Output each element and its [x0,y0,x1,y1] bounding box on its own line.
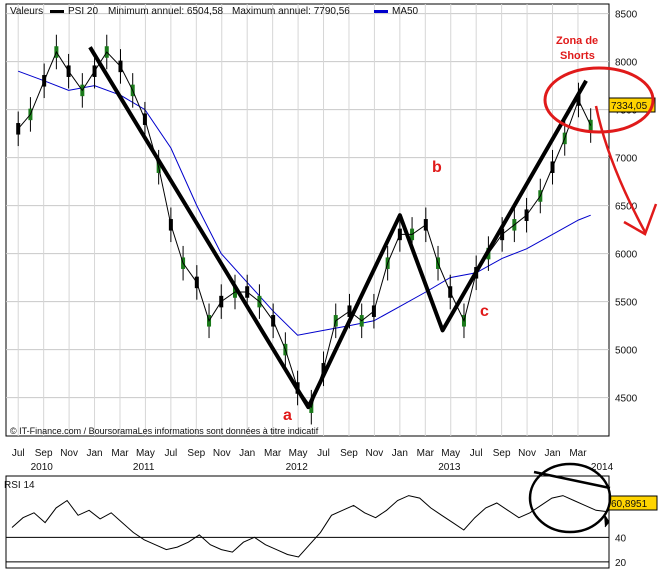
main-grid [6,4,609,436]
y-tick-label: 4500 [615,394,638,405]
series-label: PSI 20 [68,6,98,17]
rsi-plot-frame [5,475,610,569]
x-month-label: Mar [569,448,587,459]
x-month-label: Jul [317,448,330,459]
max-label: Maximum annuel: 7790,56 [232,6,350,17]
x-year-label: 2013 [438,462,461,473]
abc-wave-layer [88,46,588,410]
y-tick-label: 8500 [615,10,638,21]
y-tick-label: 6000 [615,250,638,261]
x-month-label: Jan [239,448,255,459]
rsi-tick-label: 40 [615,533,627,544]
x-year-label: 2012 [286,462,309,473]
last-value-text: 7334,05 [611,101,648,112]
zona-ellipse [543,66,655,134]
x-month-label: Nov [366,448,384,459]
x-month-label: Mar [417,448,435,459]
down-arrow-shaft [594,105,647,233]
x-month-label: Jan [86,448,102,459]
x-month-label: Jul [12,448,25,459]
abc-wave-line [88,46,588,410]
x-month-label: May [289,448,308,459]
wave-label-c: c [480,303,489,320]
rsi-trendline [533,470,611,490]
rsi-arrow-icon [603,513,610,528]
ma-label: MA50 [392,6,419,17]
rsi-layer [11,495,608,558]
x-year-label: 2014 [591,462,614,473]
zona-label-line1: Zona de [556,35,598,47]
ma-legend-swatch [374,10,388,13]
x-year-label: 2010 [31,462,54,473]
wave-label-b: b [432,159,442,176]
x-month-label: Sep [493,448,511,459]
credits-text: © IT-Finance.com / BoursoramaLes informa… [10,426,319,436]
rsi-title: RSI 14 [4,480,35,491]
x-axis-ticks: Jul Sep Nov Jan Mar May Jul Sep Nov Jan Mar May Jul S… [12,448,614,473]
rsi-circle [528,462,612,534]
y-tick-label: 7000 [615,154,638,165]
x-month-label: Jul [470,448,483,459]
x-month-label: Nov [213,448,231,459]
x-month-label: Sep [187,448,205,459]
x-month-label: Nov [60,448,78,459]
x-month-label: Mar [111,448,129,459]
x-month-label: Mar [264,448,282,459]
x-month-label: Sep [340,448,358,459]
x-month-label: Jan [544,448,560,459]
x-month-label: Jul [164,448,177,459]
y-tick-label: 5500 [615,298,638,309]
wave-label-a: a [283,407,292,424]
x-year-label: 2011 [133,462,155,473]
price-legend-swatch [50,10,64,13]
rsi-line [11,495,608,558]
rsi-value-text: 60,8951 [611,499,648,510]
x-month-label: Sep [35,448,53,459]
valeurs-label: Valeurs [10,6,43,17]
down-arrow-head [623,203,658,236]
price-candle [588,119,593,132]
last-value-badge [608,97,656,113]
x-month-label: May [136,448,155,459]
min-label: Minimum annuel: 6504,58 [108,6,224,17]
y-tick-label: 8000 [615,58,638,69]
zona-label-line2: Shorts [560,50,595,62]
y-tick-label: 6500 [615,202,638,213]
y-tick-label: 5000 [615,346,638,357]
x-month-label: Nov [518,448,536,459]
x-month-label: May [441,448,460,459]
rsi-tick-label: 20 [615,558,627,569]
x-month-label: Jan [392,448,408,459]
